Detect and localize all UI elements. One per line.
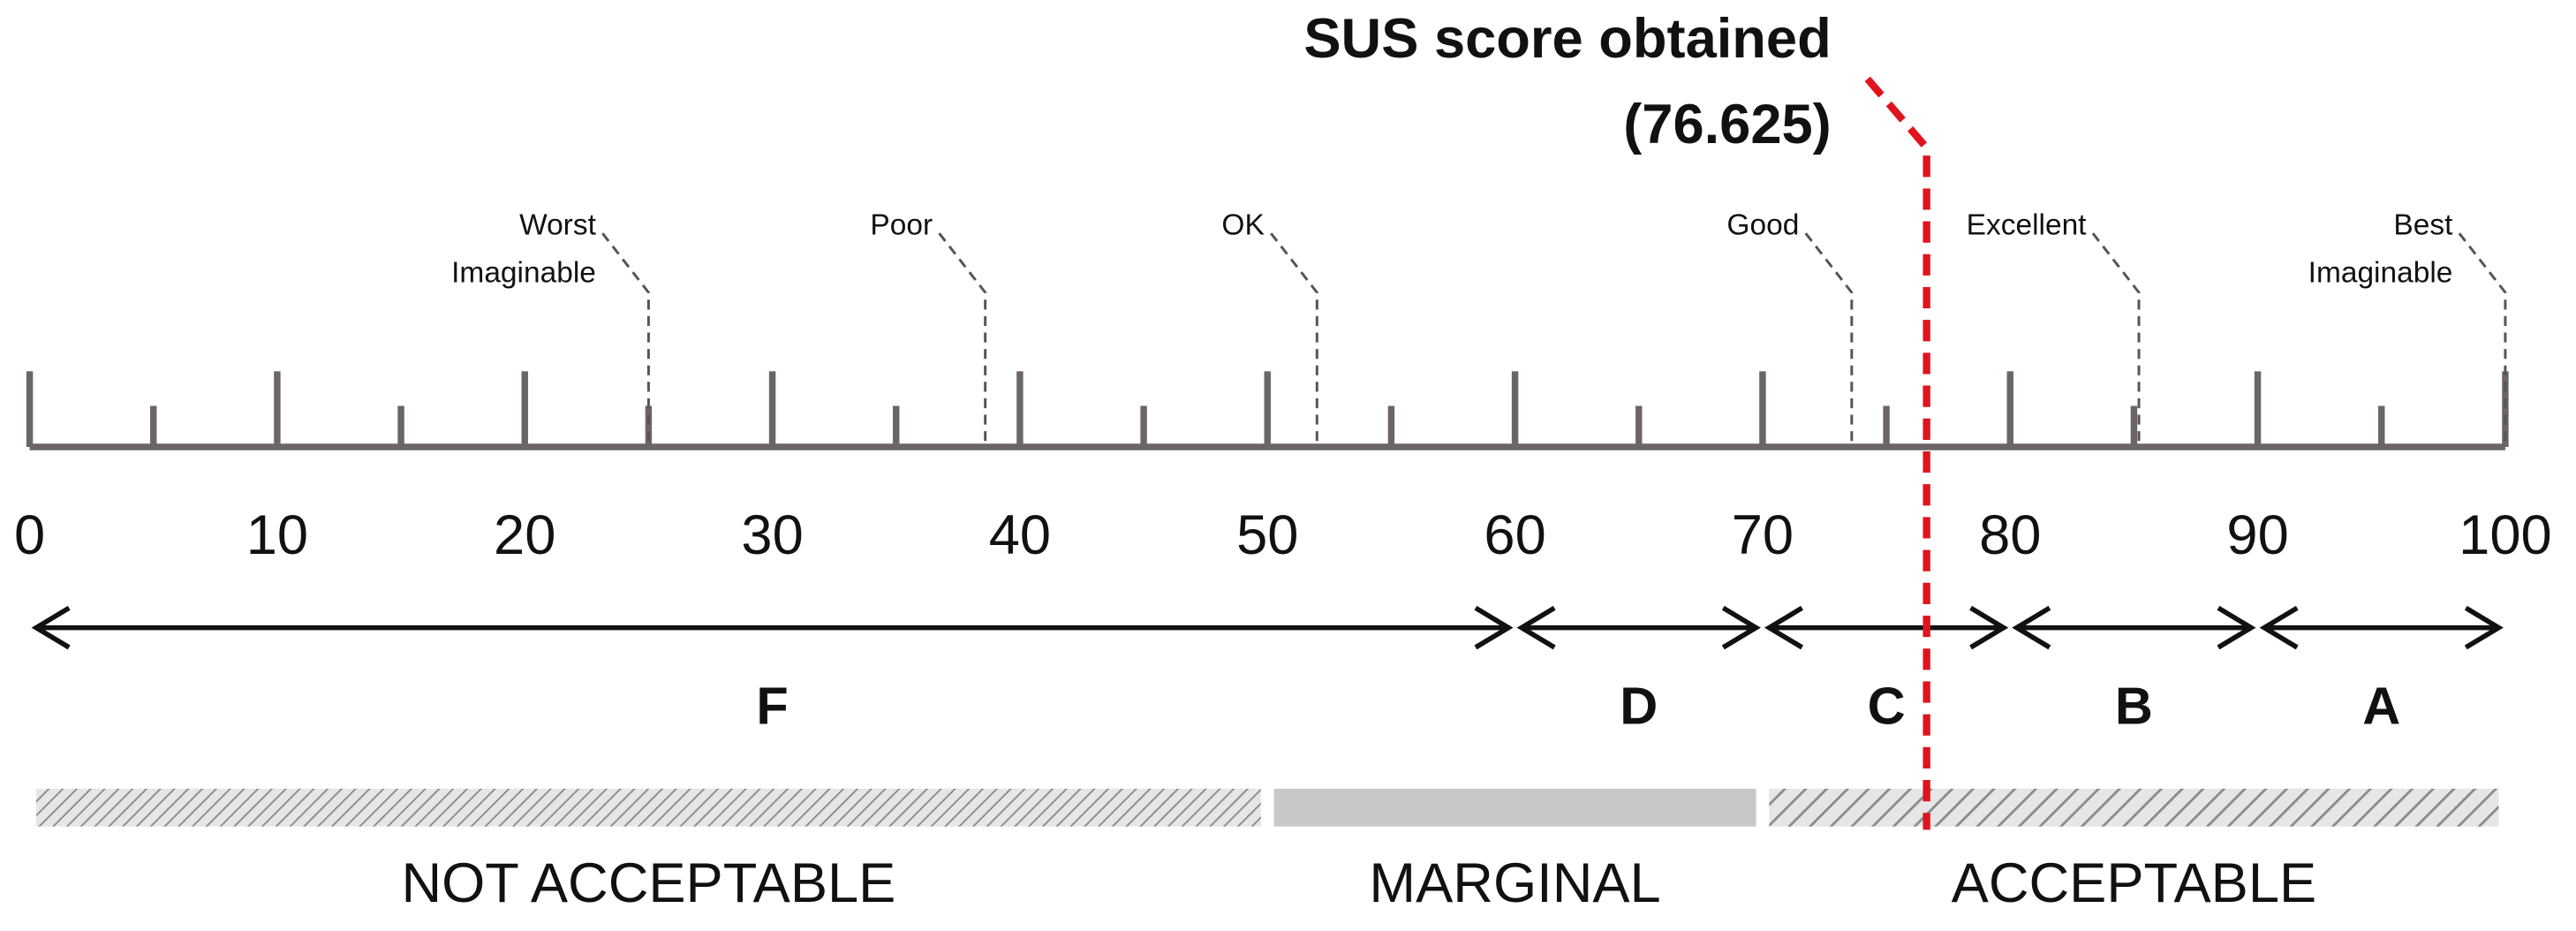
- x-tick-label: 0: [14, 504, 45, 566]
- adjective-leader: [601, 232, 650, 447]
- adjective-label: OK: [1221, 209, 1264, 242]
- grade-label: D: [1620, 676, 1658, 735]
- grade-label: C: [1868, 676, 1906, 735]
- acceptability-label: MARGINAL: [1369, 852, 1660, 914]
- adjective-label: Best: [2393, 209, 2453, 242]
- x-tick-label: 60: [1484, 504, 1545, 566]
- adjective-leader: [938, 232, 987, 447]
- grade-arrow: [1764, 605, 2009, 650]
- score-value: (76.625): [1623, 94, 1832, 155]
- acceptability-bar: [1769, 788, 2499, 827]
- grade-arrow: [2259, 605, 2504, 650]
- x-tick-label: 30: [741, 504, 803, 566]
- adjective-leader: [2091, 232, 2141, 447]
- adjective-leader: [2458, 232, 2507, 447]
- adjective-label: Worst: [519, 209, 596, 242]
- adjective-label: Imaginable: [451, 257, 596, 290]
- score-title: SUS score obtained: [1303, 8, 1831, 70]
- x-tick-label: 40: [989, 504, 1051, 566]
- acceptability-bar: [36, 788, 1261, 827]
- grade-arrow: [1516, 605, 1761, 650]
- x-tick-label: 20: [494, 504, 555, 566]
- adjective-label: Poor: [870, 209, 933, 242]
- grade-label: B: [2115, 676, 2153, 735]
- grade-label: F: [756, 676, 788, 735]
- acceptability-bar: [1273, 788, 1756, 827]
- grade-label: A: [2362, 676, 2400, 735]
- adjective-label: Imaginable: [2308, 257, 2453, 290]
- acceptability-label: NOT ACCEPTABLE: [401, 852, 895, 914]
- adjective-leader: [1270, 232, 1318, 447]
- x-tick-label: 10: [246, 504, 308, 566]
- x-tick-label: 100: [2459, 504, 2552, 566]
- x-tick-label: 70: [1732, 504, 1794, 566]
- grade-arrow: [2012, 605, 2256, 650]
- acceptability-label: ACCEPTABLE: [1952, 852, 2317, 914]
- x-tick-label: 50: [1236, 504, 1298, 566]
- score-line: [1864, 76, 1930, 830]
- adjective-label: Good: [1726, 209, 1799, 242]
- adjective-leader: [1804, 232, 1854, 447]
- x-tick-label: 80: [1979, 504, 2041, 566]
- x-tick-label: 90: [2226, 504, 2288, 566]
- adjective-label: Excellent: [1967, 209, 2088, 242]
- grade-arrow: [31, 605, 1514, 650]
